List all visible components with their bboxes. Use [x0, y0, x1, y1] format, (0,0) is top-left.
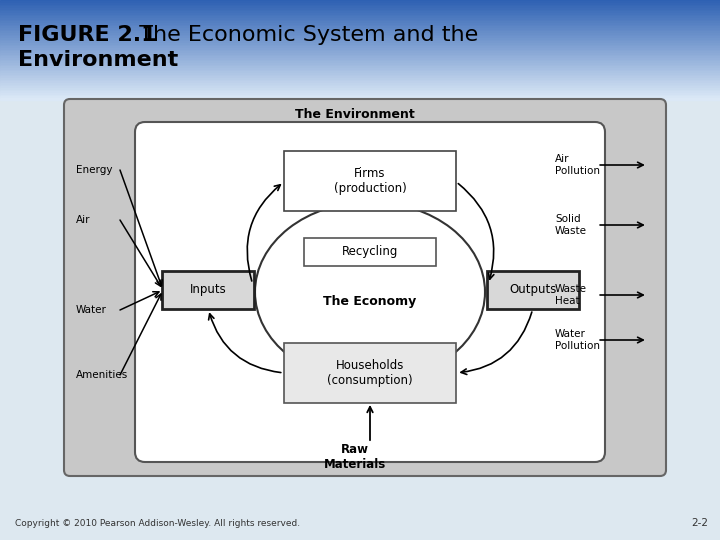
- Bar: [0, 4, 720, 6]
- Bar: [0, 8, 720, 10]
- FancyBboxPatch shape: [135, 122, 605, 462]
- Text: Raw
Materials: Raw Materials: [324, 443, 386, 471]
- Bar: [0, 21, 720, 23]
- Bar: [0, 41, 720, 43]
- FancyBboxPatch shape: [284, 343, 456, 403]
- Bar: [0, 10, 720, 12]
- Text: Water
Pollution: Water Pollution: [555, 329, 600, 351]
- Text: The Environment: The Environment: [295, 109, 415, 122]
- Bar: [0, 51, 720, 53]
- Text: Firms
(production): Firms (production): [333, 167, 406, 195]
- Bar: [0, 64, 720, 66]
- Bar: [0, 94, 720, 97]
- Bar: [0, 75, 720, 77]
- Bar: [0, 84, 720, 86]
- Bar: [0, 46, 720, 49]
- Bar: [0, 19, 720, 22]
- Bar: [0, 11, 720, 14]
- Bar: [0, 50, 720, 52]
- Text: FIGURE 2.1: FIGURE 2.1: [18, 25, 157, 45]
- FancyBboxPatch shape: [284, 151, 456, 211]
- Text: The Economy: The Economy: [323, 295, 417, 308]
- Bar: [0, 3, 720, 5]
- Bar: [0, 0, 720, 2]
- Bar: [0, 55, 720, 57]
- Bar: [0, 35, 720, 37]
- Bar: [0, 63, 720, 65]
- Bar: [0, 36, 720, 38]
- Text: Outputs: Outputs: [509, 284, 557, 296]
- Bar: [0, 31, 720, 33]
- Bar: [0, 81, 720, 83]
- Bar: [0, 96, 720, 98]
- Bar: [0, 73, 720, 75]
- Bar: [0, 48, 720, 50]
- Bar: [0, 30, 720, 32]
- Bar: [0, 26, 720, 28]
- Text: Inputs: Inputs: [189, 284, 226, 296]
- Bar: [0, 78, 720, 80]
- Bar: [0, 98, 720, 100]
- Text: Water: Water: [76, 305, 107, 315]
- Bar: [0, 43, 720, 45]
- Text: Waste
Heat: Waste Heat: [555, 284, 587, 306]
- Bar: [0, 86, 720, 89]
- Bar: [0, 6, 720, 8]
- Text: Air
Pollution: Air Pollution: [555, 154, 600, 176]
- Bar: [0, 39, 720, 42]
- Bar: [0, 1, 720, 3]
- Text: 2-2: 2-2: [691, 518, 708, 528]
- Text: Amenities: Amenities: [76, 370, 128, 380]
- Bar: [0, 88, 720, 90]
- Bar: [0, 83, 720, 85]
- Text: The Economic System and the: The Economic System and the: [125, 25, 478, 45]
- FancyBboxPatch shape: [162, 271, 254, 309]
- Bar: [0, 58, 720, 60]
- Bar: [0, 33, 720, 35]
- Text: Recycling: Recycling: [342, 246, 398, 259]
- Bar: [0, 68, 720, 70]
- Bar: [0, 71, 720, 73]
- Bar: [0, 18, 720, 20]
- Bar: [0, 38, 720, 40]
- Bar: [0, 15, 720, 17]
- Bar: [0, 44, 720, 46]
- Text: Environment: Environment: [18, 50, 179, 70]
- Bar: [0, 70, 720, 72]
- Bar: [0, 13, 720, 15]
- Bar: [0, 53, 720, 55]
- Bar: [0, 61, 720, 63]
- FancyBboxPatch shape: [304, 238, 436, 266]
- Bar: [0, 16, 720, 18]
- Bar: [0, 79, 720, 82]
- Bar: [0, 90, 720, 92]
- Bar: [0, 93, 720, 95]
- Text: Air: Air: [76, 215, 91, 225]
- Text: Solid
Waste: Solid Waste: [555, 214, 587, 236]
- Bar: [0, 23, 720, 25]
- Bar: [0, 66, 720, 69]
- Bar: [0, 24, 720, 26]
- FancyBboxPatch shape: [64, 99, 666, 476]
- Bar: [0, 76, 720, 78]
- Bar: [0, 56, 720, 58]
- Text: Households
(consumption): Households (consumption): [327, 359, 413, 387]
- Text: Copyright © 2010 Pearson Addison-Wesley. All rights reserved.: Copyright © 2010 Pearson Addison-Wesley.…: [15, 519, 300, 528]
- Bar: [0, 28, 720, 30]
- Bar: [0, 59, 720, 62]
- Bar: [0, 91, 720, 93]
- Text: Energy: Energy: [76, 165, 112, 175]
- FancyBboxPatch shape: [487, 271, 579, 309]
